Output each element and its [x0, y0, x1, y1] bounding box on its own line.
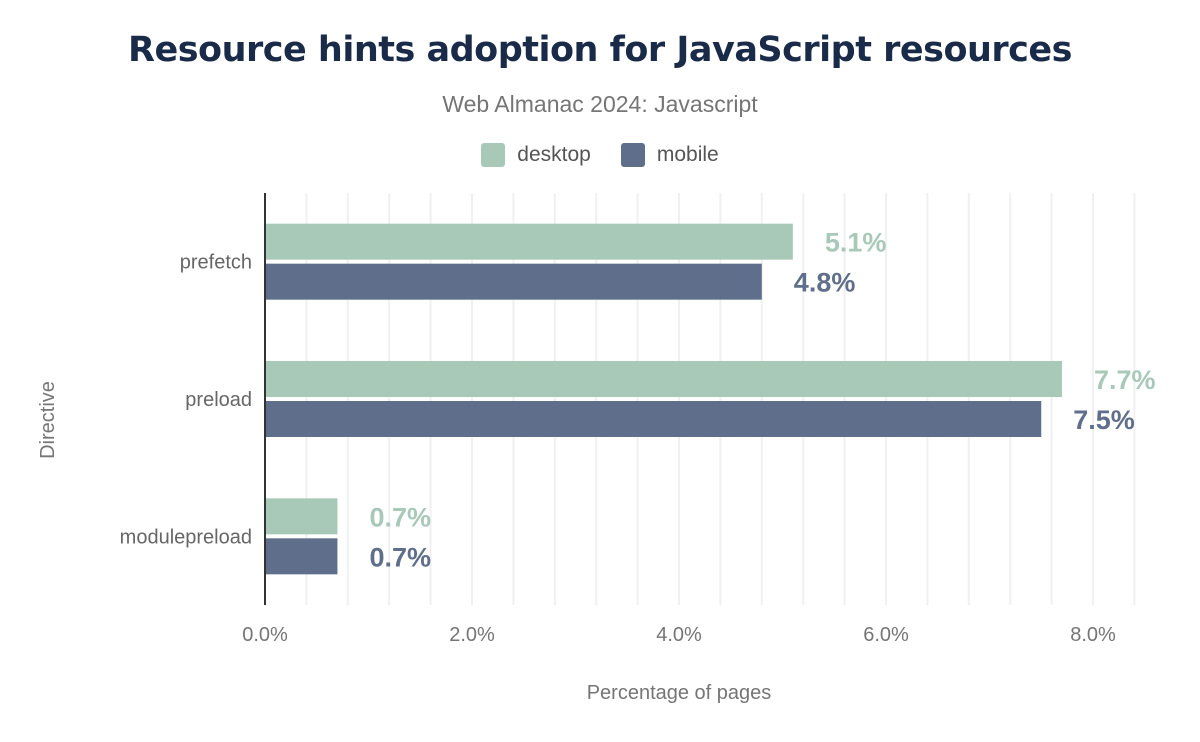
y-tick-label: prefetch [180, 252, 252, 274]
legend: desktop mobile [0, 143, 1200, 167]
data-label: 7.5% [1073, 405, 1135, 435]
y-tick-label: modulepreload [120, 526, 252, 548]
data-label: 0.7% [369, 542, 431, 572]
x-axis-title: Percentage of pages [587, 682, 772, 704]
x-tick-label: 6.0% [863, 624, 909, 646]
bar-desktop-prefetch [265, 223, 793, 260]
legend-item-mobile[interactable]: mobile [620, 143, 719, 167]
bar-mobile-preload [265, 401, 1042, 437]
x-tick-label: 0.0% [242, 624, 288, 646]
chart-title: Resource hints adoption for JavaScript r… [128, 30, 1073, 70]
legend-swatch-mobile [620, 143, 645, 167]
legend-label-desktop: desktop [517, 143, 591, 166]
x-tick-label: 4.0% [656, 624, 702, 646]
legend-swatch-desktop [481, 143, 506, 167]
bar-desktop-modulepreload [265, 498, 338, 535]
bar-mobile-prefetch [265, 263, 762, 300]
y-tick-label: preload [185, 389, 252, 411]
x-tick-label: 8.0% [1070, 624, 1116, 646]
legend-item-desktop[interactable]: desktop [481, 143, 591, 167]
x-tick-label: 2.0% [449, 624, 495, 646]
bar-desktop-preload [265, 361, 1062, 397]
data-label: 7.7% [1094, 365, 1156, 395]
bar-mobile-modulepreload [265, 538, 338, 575]
data-label: 4.8% [794, 268, 856, 298]
data-label: 5.1% [825, 228, 887, 258]
legend-label-mobile: mobile [656, 143, 719, 166]
data-label: 0.7% [369, 502, 431, 532]
chart-subtitle: Web Almanac 2024: Javascript [442, 91, 758, 117]
y-axis-title: Directive [37, 381, 59, 459]
